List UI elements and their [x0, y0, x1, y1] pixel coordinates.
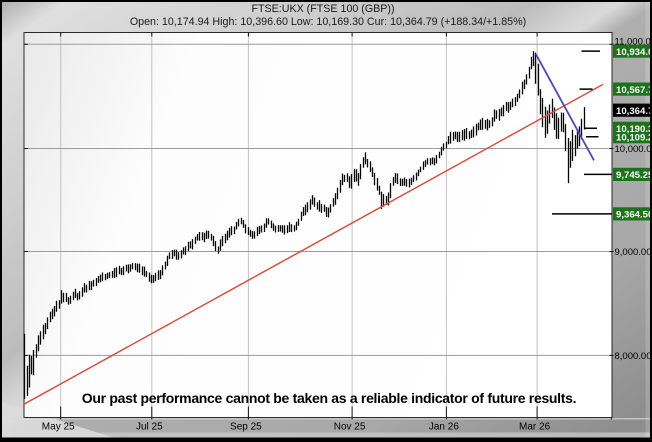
svg-text:11,000.00: 11,000.00	[615, 37, 652, 48]
svg-text:Jul 25: Jul 25	[136, 422, 163, 433]
svg-text:9,000.00: 9,000.00	[615, 247, 652, 258]
svg-text:10,190.35: 10,190.35	[616, 124, 652, 135]
svg-text:10,567.75: 10,567.75	[616, 85, 652, 96]
svg-text:Open: 10,174.94 High: 10,396.6: Open: 10,174.94 High: 10,396.60 Low: 10,…	[130, 16, 526, 28]
svg-text:Jan 26: Jan 26	[429, 422, 459, 433]
svg-text:10,109.20: 10,109.20	[616, 133, 652, 144]
svg-text:10,000.00: 10,000.00	[615, 144, 652, 155]
svg-text:Mar 26: Mar 26	[519, 422, 551, 433]
svg-text:Nov 25: Nov 25	[334, 422, 366, 433]
svg-text:Our past performance cannot be: Our past performance cannot be taken as …	[82, 390, 576, 406]
svg-text:9,364.50: 9,364.50	[616, 210, 652, 221]
svg-text:May 25: May 25	[42, 422, 75, 433]
svg-text:FTSE:UKX (FTSE 100 (GBP)): FTSE:UKX (FTSE 100 (GBP))	[251, 3, 394, 15]
svg-text:10,934.00: 10,934.00	[616, 47, 652, 58]
svg-text:8,000.00: 8,000.00	[615, 351, 652, 362]
svg-text:10,364.79: 10,364.79	[616, 106, 652, 117]
svg-text:Sep 25: Sep 25	[230, 422, 262, 433]
svg-text:9,745.25: 9,745.25	[616, 170, 652, 181]
